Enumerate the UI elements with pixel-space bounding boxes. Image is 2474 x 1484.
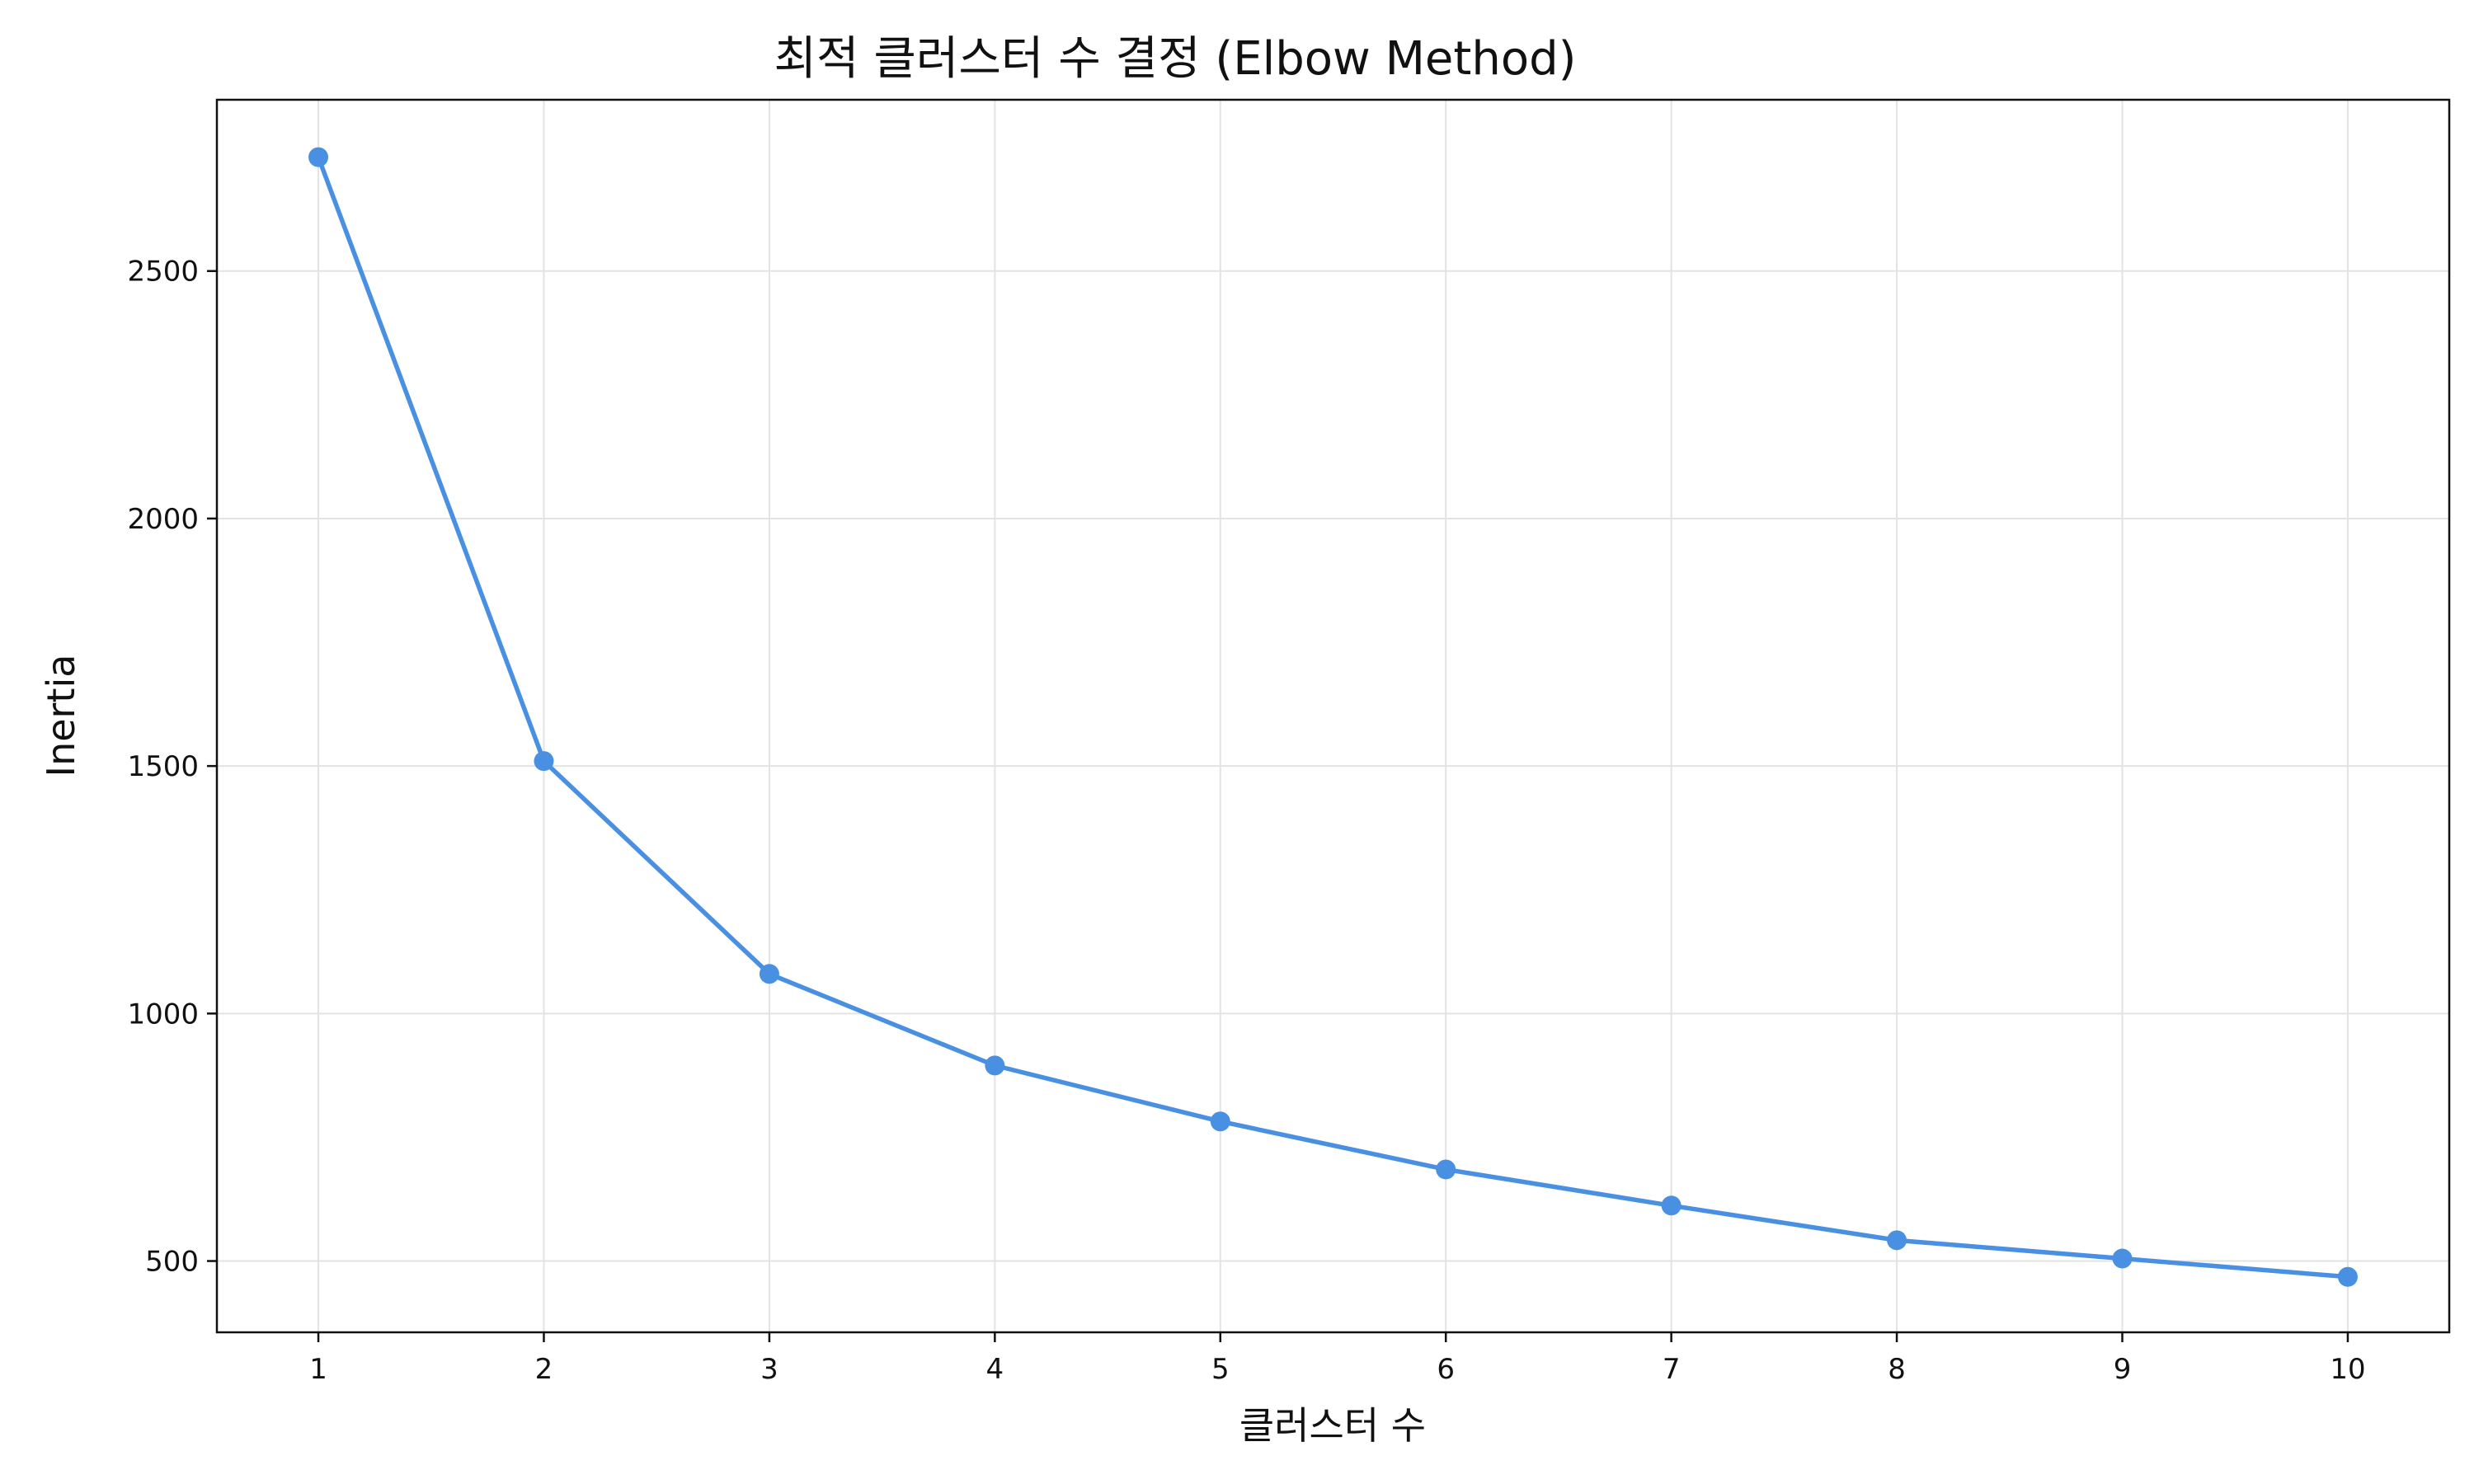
x-tick-label: 8 (1888, 1353, 1906, 1386)
y-tick-label: 2000 (127, 503, 199, 536)
plot-frame (215, 98, 2451, 1334)
data-point (759, 964, 779, 984)
series-line (316, 154, 2350, 1280)
x-tick-label: 9 (2114, 1353, 2132, 1386)
data-point (308, 147, 329, 167)
y-axis-ticks: 500 1000 1500 2000 2500 (127, 256, 217, 1279)
x-tick-label: 4 (986, 1353, 1004, 1386)
x-tick-label: 1 (309, 1353, 327, 1386)
data-point (1210, 1111, 1230, 1132)
x-tick-label: 2 (535, 1353, 553, 1386)
series-group (308, 147, 2358, 1287)
x-axis-ticks: 1 2 3 4 5 6 7 8 9 10 (309, 1332, 2366, 1386)
y-tick-label: 2500 (127, 256, 199, 289)
data-point (985, 1055, 1005, 1076)
y-tick-label: 1000 (127, 998, 199, 1031)
x-tick-label: 6 (1437, 1353, 1455, 1386)
data-point (2337, 1266, 2358, 1287)
chart-title: 최적 클러스터 수 결정 (Elbow Method) (774, 32, 1577, 86)
y-tick-label: 1500 (127, 750, 199, 783)
x-axis-label: 클러스터 수 (1239, 1403, 1426, 1448)
x-tick-label: 7 (1663, 1353, 1681, 1386)
data-point (1436, 1159, 1456, 1180)
data-point (1887, 1230, 1907, 1251)
y-axis-label: Inertia (39, 655, 83, 777)
y-tick-label: 500 (145, 1246, 199, 1279)
data-point (1661, 1195, 1681, 1216)
x-tick-label: 10 (2330, 1353, 2365, 1386)
x-tick-label: 3 (760, 1353, 778, 1386)
x-tick-label: 5 (1211, 1353, 1230, 1386)
data-point (534, 751, 554, 772)
data-point (2112, 1248, 2133, 1269)
grid-lines (217, 100, 2449, 1332)
